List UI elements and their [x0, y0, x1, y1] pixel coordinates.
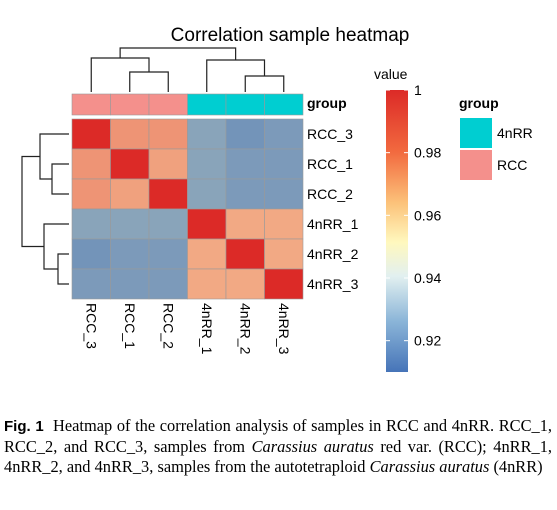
heatmap-cell — [71, 148, 111, 180]
row-label: RCC_3 — [307, 126, 353, 142]
heatmap-cell — [264, 148, 304, 180]
row-label: 4nRR_1 — [307, 216, 359, 232]
colorbar — [386, 90, 408, 372]
group-annotation-label: group — [307, 95, 347, 111]
legend-title: group — [459, 95, 499, 111]
heatmap-cell — [187, 208, 227, 240]
caption-label: Fig. 1 — [4, 418, 44, 435]
dendrogram-branch — [244, 75, 285, 92]
group-annotation-cell — [71, 93, 111, 116]
colorbar-tick-label: 0.92 — [414, 333, 441, 349]
heatmap-cell — [264, 268, 304, 300]
legend-swatch — [460, 118, 492, 148]
dendrogram-branch — [39, 133, 69, 180]
colorbar-tick-label: 0.96 — [414, 207, 441, 223]
heatmap-cell — [264, 178, 304, 210]
colorbar-title: value — [374, 66, 408, 82]
heatmap-cell — [110, 178, 150, 210]
column-label: 4nRR_2 — [237, 303, 253, 355]
heatmap-cell — [148, 148, 188, 180]
heatmap-cell — [264, 118, 304, 150]
legend-label: RCC — [497, 157, 527, 173]
heatmap-cell — [110, 268, 150, 300]
heatmap-cell — [148, 118, 188, 150]
caption-text-2: red var. (RCC); 4nRR_1, 4nRR_2, and 4nRR… — [4, 437, 552, 476]
heatmap-cells — [71, 118, 304, 300]
column-dendrogram — [90, 47, 285, 92]
column-label: RCC_3 — [83, 303, 99, 349]
heatmap-cell — [264, 238, 304, 270]
group-annotation-cell — [187, 93, 227, 116]
colorbar-ticks: 1 0.98 0.96 0.94 0.92 — [386, 82, 441, 349]
heatmap-cell — [71, 208, 111, 240]
correlation-heatmap-figure: Correlation sample heatmap group RCC_3RC… — [21, 25, 533, 372]
legend-swatch — [460, 150, 492, 180]
row-label: RCC_2 — [307, 186, 353, 202]
heatmap-cell — [187, 148, 227, 180]
heatmap-cell — [187, 268, 227, 300]
heatmap-cell — [110, 118, 150, 150]
column-label: RCC_2 — [160, 303, 176, 349]
heatmap-cell — [148, 178, 188, 210]
heatmap-cell — [187, 238, 227, 270]
dendrogram-branch — [21, 155, 44, 248]
heatmap-cell — [187, 178, 227, 210]
caption-species-1: Carassius auratus — [251, 437, 374, 456]
heatmap-cell — [148, 268, 188, 300]
chart-title: Correlation sample heatmap — [171, 25, 410, 46]
figure-caption: Fig. 1 Heatmap of the correlation analys… — [4, 416, 552, 477]
heatmap-cell — [71, 268, 111, 300]
heatmap-cell — [110, 238, 150, 270]
group-annotation-cell — [225, 93, 265, 116]
row-labels: RCC_3 RCC_1 RCC_2 4nRR_1 4nRR_2 4nRR_3 — [307, 126, 359, 292]
row-dendrogram — [21, 133, 69, 285]
column-label: 4nRR_1 — [199, 303, 215, 355]
dendrogram-branch — [90, 57, 150, 92]
heatmap-cell — [264, 208, 304, 240]
heatmap-cell — [225, 118, 265, 150]
colorbar-tick-label: 1 — [414, 82, 422, 98]
heatmap-cell — [225, 178, 265, 210]
dendrogram-branch — [51, 163, 69, 195]
heatmap-cell — [71, 238, 111, 270]
row-label: RCC_1 — [307, 156, 353, 172]
legend-label: 4nRR — [497, 125, 533, 141]
column-labels: RCC_3 RCC_1 RCC_2 4nRR_1 4nRR_2 4nRR_3 — [83, 303, 292, 355]
group-annotation-cell — [110, 93, 150, 116]
heatmap-cell — [148, 208, 188, 240]
column-label: RCC_1 — [122, 303, 138, 349]
group-annotation-bar — [71, 93, 304, 116]
heatmap-cell — [71, 118, 111, 150]
heatmap-cell — [225, 268, 265, 300]
heatmap-cell — [187, 118, 227, 150]
caption-text-3: (4nRR) — [489, 457, 543, 476]
colorbar-tick-label: 0.94 — [414, 270, 441, 286]
caption-text-1: Heatmap of the correlation analysis of s… — [4, 416, 553, 456]
heatmap-cell — [110, 208, 150, 240]
group-annotation-cell — [264, 93, 304, 116]
heatmap-cell — [225, 148, 265, 180]
caption-species-2: Carassius auratus — [369, 457, 490, 476]
heatmap-cell — [110, 148, 150, 180]
dendrogram-branch — [129, 71, 169, 92]
heatmap-cell — [225, 208, 265, 240]
group-annotation-cell — [148, 93, 188, 116]
row-label: 4nRR_2 — [307, 246, 359, 262]
colorbar-tick-label: 0.98 — [414, 145, 441, 161]
dendrogram-branch — [43, 223, 69, 270]
column-label: 4nRR_3 — [276, 303, 292, 355]
heatmap-cell — [225, 238, 265, 270]
heatmap-cell — [71, 178, 111, 210]
dendrogram-branch — [119, 47, 237, 60]
dendrogram-branch — [57, 253, 69, 285]
group-legend: group 4nRR RCC — [459, 95, 533, 180]
row-label: 4nRR_3 — [307, 276, 359, 292]
heatmap-cell — [148, 238, 188, 270]
